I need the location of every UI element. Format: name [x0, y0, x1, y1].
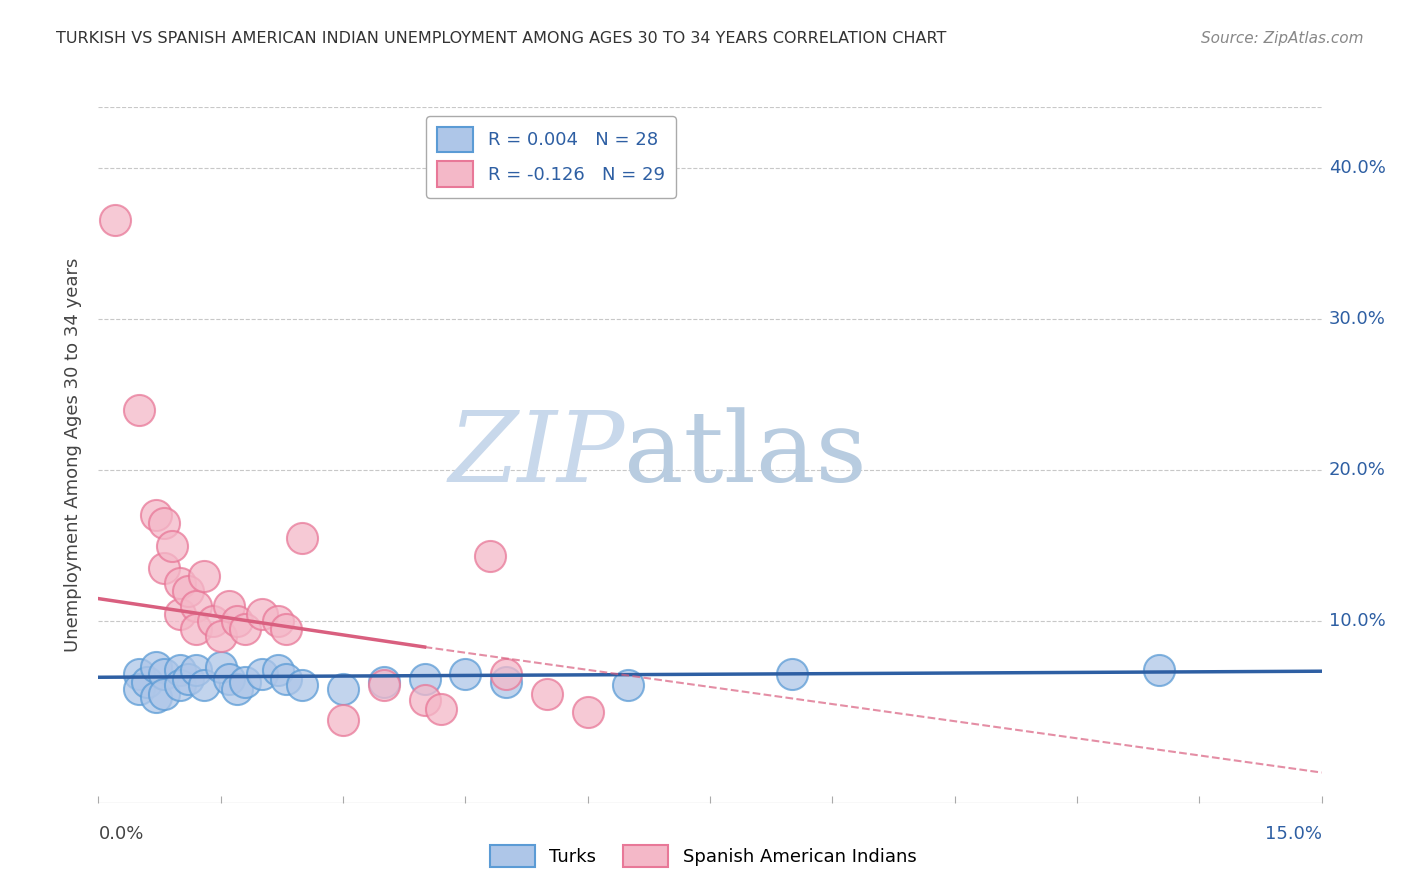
Point	[152, 561, 174, 575]
Text: 30.0%: 30.0%	[1329, 310, 1385, 327]
Point	[177, 672, 200, 686]
Point	[478, 549, 501, 564]
Point	[1147, 663, 1170, 677]
Point	[104, 213, 127, 227]
Text: 20.0%: 20.0%	[1329, 461, 1385, 479]
Point	[218, 672, 240, 686]
Point	[145, 508, 167, 523]
Point	[495, 674, 517, 689]
Point	[145, 659, 167, 673]
Text: Source: ZipAtlas.com: Source: ZipAtlas.com	[1201, 31, 1364, 46]
Point	[267, 663, 290, 677]
Point	[454, 667, 477, 681]
Point	[177, 584, 200, 599]
Point	[152, 687, 174, 701]
Point	[209, 629, 232, 643]
Point	[201, 615, 224, 629]
Point	[332, 713, 354, 727]
Point	[145, 690, 167, 704]
Point	[193, 678, 215, 692]
Point	[250, 607, 273, 621]
Point	[128, 667, 150, 681]
Text: ZIP: ZIP	[449, 408, 624, 502]
Point	[169, 663, 191, 677]
Point	[160, 539, 183, 553]
Legend: Turks, Spanish American Indians: Turks, Spanish American Indians	[482, 838, 924, 874]
Point	[136, 674, 159, 689]
Point	[430, 702, 453, 716]
Point	[274, 672, 297, 686]
Point	[233, 674, 256, 689]
Point	[495, 667, 517, 681]
Text: 0.0%: 0.0%	[98, 825, 143, 843]
Point	[186, 599, 208, 614]
Point	[373, 678, 395, 692]
Point	[780, 667, 803, 681]
Point	[169, 678, 191, 692]
Point	[373, 674, 395, 689]
Point	[576, 705, 599, 719]
Point	[291, 678, 314, 692]
Point	[218, 599, 240, 614]
Point	[128, 402, 150, 417]
Text: TURKISH VS SPANISH AMERICAN INDIAN UNEMPLOYMENT AMONG AGES 30 TO 34 YEARS CORREL: TURKISH VS SPANISH AMERICAN INDIAN UNEMP…	[56, 31, 946, 46]
Point	[250, 667, 273, 681]
Point	[226, 682, 249, 697]
Point	[186, 622, 208, 636]
Point	[267, 615, 290, 629]
Point	[413, 693, 436, 707]
Point	[169, 607, 191, 621]
Point	[274, 622, 297, 636]
Text: 10.0%: 10.0%	[1329, 612, 1385, 631]
Point	[226, 615, 249, 629]
Point	[128, 682, 150, 697]
Point	[617, 678, 640, 692]
Point	[291, 531, 314, 545]
Point	[233, 622, 256, 636]
Point	[169, 576, 191, 591]
Text: 40.0%: 40.0%	[1329, 159, 1385, 177]
Legend: R = 0.004   N = 28, R = -0.126   N = 29: R = 0.004 N = 28, R = -0.126 N = 29	[426, 116, 676, 198]
Text: atlas: atlas	[624, 407, 868, 503]
Point	[186, 663, 208, 677]
Point	[193, 569, 215, 583]
Point	[536, 687, 558, 701]
Text: 15.0%: 15.0%	[1264, 825, 1322, 843]
Point	[413, 672, 436, 686]
Point	[332, 682, 354, 697]
Point	[209, 659, 232, 673]
Point	[152, 667, 174, 681]
Point	[152, 516, 174, 530]
Y-axis label: Unemployment Among Ages 30 to 34 years: Unemployment Among Ages 30 to 34 years	[63, 258, 82, 652]
